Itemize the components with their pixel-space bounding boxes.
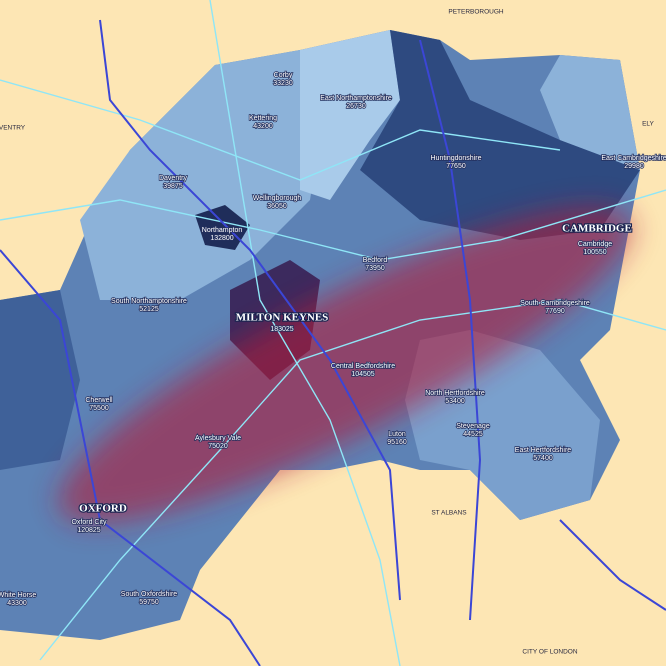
district-value: 39875 [163, 183, 183, 190]
region-light [80, 50, 330, 300]
district-value: 33230 [273, 80, 293, 87]
region-northampton [195, 205, 250, 250]
district-name: South Oxfordshire [121, 591, 178, 598]
district-value: 59750 [139, 599, 159, 606]
district-value: 36050 [267, 203, 287, 210]
district-name: Bedford [363, 257, 388, 264]
region-light [540, 55, 640, 170]
district-name: Huntingdonshire [431, 155, 482, 162]
district-name: Cambridge [578, 241, 612, 248]
district-name: East Hertfordshire [515, 447, 572, 454]
district-name: South Northamptonshire [111, 298, 187, 305]
district-value: 43300 [7, 600, 27, 607]
road [209, 0, 401, 666]
district-name: Wellingborough [253, 195, 302, 202]
district-value: 43200 [253, 123, 273, 130]
density-band [58, 206, 632, 524]
district-name: Oxford City [71, 519, 107, 526]
district-value: 104505 [351, 371, 374, 378]
district-name: Luton [388, 431, 406, 438]
district-name: North Hertfordshire [425, 390, 485, 397]
city-label: OXFORD [79, 503, 127, 515]
district-value: 132800 [210, 235, 233, 242]
district-name: East Northamptonshire [320, 95, 392, 102]
district-value: 57400 [533, 455, 553, 462]
district-value: 53400 [445, 398, 465, 405]
district-value: 120825 [77, 527, 100, 534]
motorway [99, 19, 401, 601]
motorway [419, 39, 482, 621]
motorway [0, 249, 261, 666]
road [0, 189, 666, 261]
district-value: 52125 [139, 306, 159, 313]
motorway [559, 519, 666, 611]
district-value: 73950 [365, 265, 385, 272]
district-name: MILTON KEYNES [236, 312, 329, 324]
town-label: ELY [642, 121, 654, 128]
district-name: Corby [274, 72, 293, 79]
district-value: 77690 [545, 308, 565, 315]
district-value: 29980 [624, 163, 644, 170]
district-name: South Cambridgeshire [520, 300, 590, 307]
town-label: PETERBOROUGH [448, 9, 504, 16]
town-label: CITY OF LONDON [522, 649, 577, 656]
region-lighter [300, 30, 400, 200]
district-name: White Horse [0, 592, 36, 599]
district-name: Northampton [202, 227, 243, 234]
district-value: 26730 [346, 103, 366, 110]
district-value: 100550 [583, 249, 606, 256]
district-name: East Cambridgeshire [601, 155, 666, 162]
road [0, 79, 561, 181]
district-name: Stevenage [456, 423, 490, 430]
road [39, 299, 666, 661]
district-value: 75020 [208, 443, 228, 450]
town-label: ST ALBANS [431, 510, 467, 517]
district-value: 77650 [446, 163, 466, 170]
district-value: 183025 [270, 326, 293, 333]
district-name: Central Bedfordshire [331, 363, 395, 370]
region-west [0, 290, 80, 470]
district-name: Kettering [249, 115, 277, 122]
district-name: Cherwell [85, 397, 113, 404]
town-label: VENTRY [0, 125, 26, 132]
district-name: Daventry [159, 175, 188, 182]
district-value: 44525 [463, 431, 483, 438]
city-label: CAMBRIDGE [562, 223, 632, 235]
district-value: 95160 [387, 439, 407, 446]
district-name: Aylesbury Vale [195, 435, 241, 442]
district-value: 75500 [89, 405, 109, 412]
